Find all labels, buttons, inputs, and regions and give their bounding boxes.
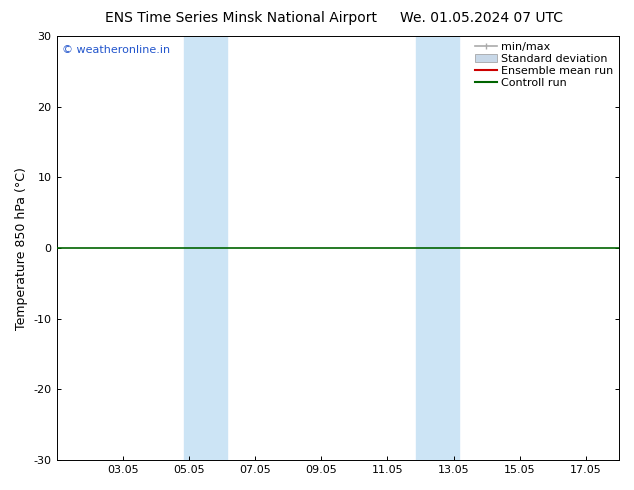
Text: We. 01.05.2024 07 UTC: We. 01.05.2024 07 UTC — [400, 11, 564, 25]
Y-axis label: Temperature 850 hPa (°C): Temperature 850 hPa (°C) — [15, 167, 28, 330]
Bar — [415, 36, 458, 460]
Text: ENS Time Series Minsk National Airport: ENS Time Series Minsk National Airport — [105, 11, 377, 25]
Legend: min/max, Standard deviation, Ensemble mean run, Controll run: min/max, Standard deviation, Ensemble me… — [471, 38, 617, 92]
Text: © weatheronline.in: © weatheronline.in — [62, 45, 171, 54]
Bar — [184, 36, 227, 460]
